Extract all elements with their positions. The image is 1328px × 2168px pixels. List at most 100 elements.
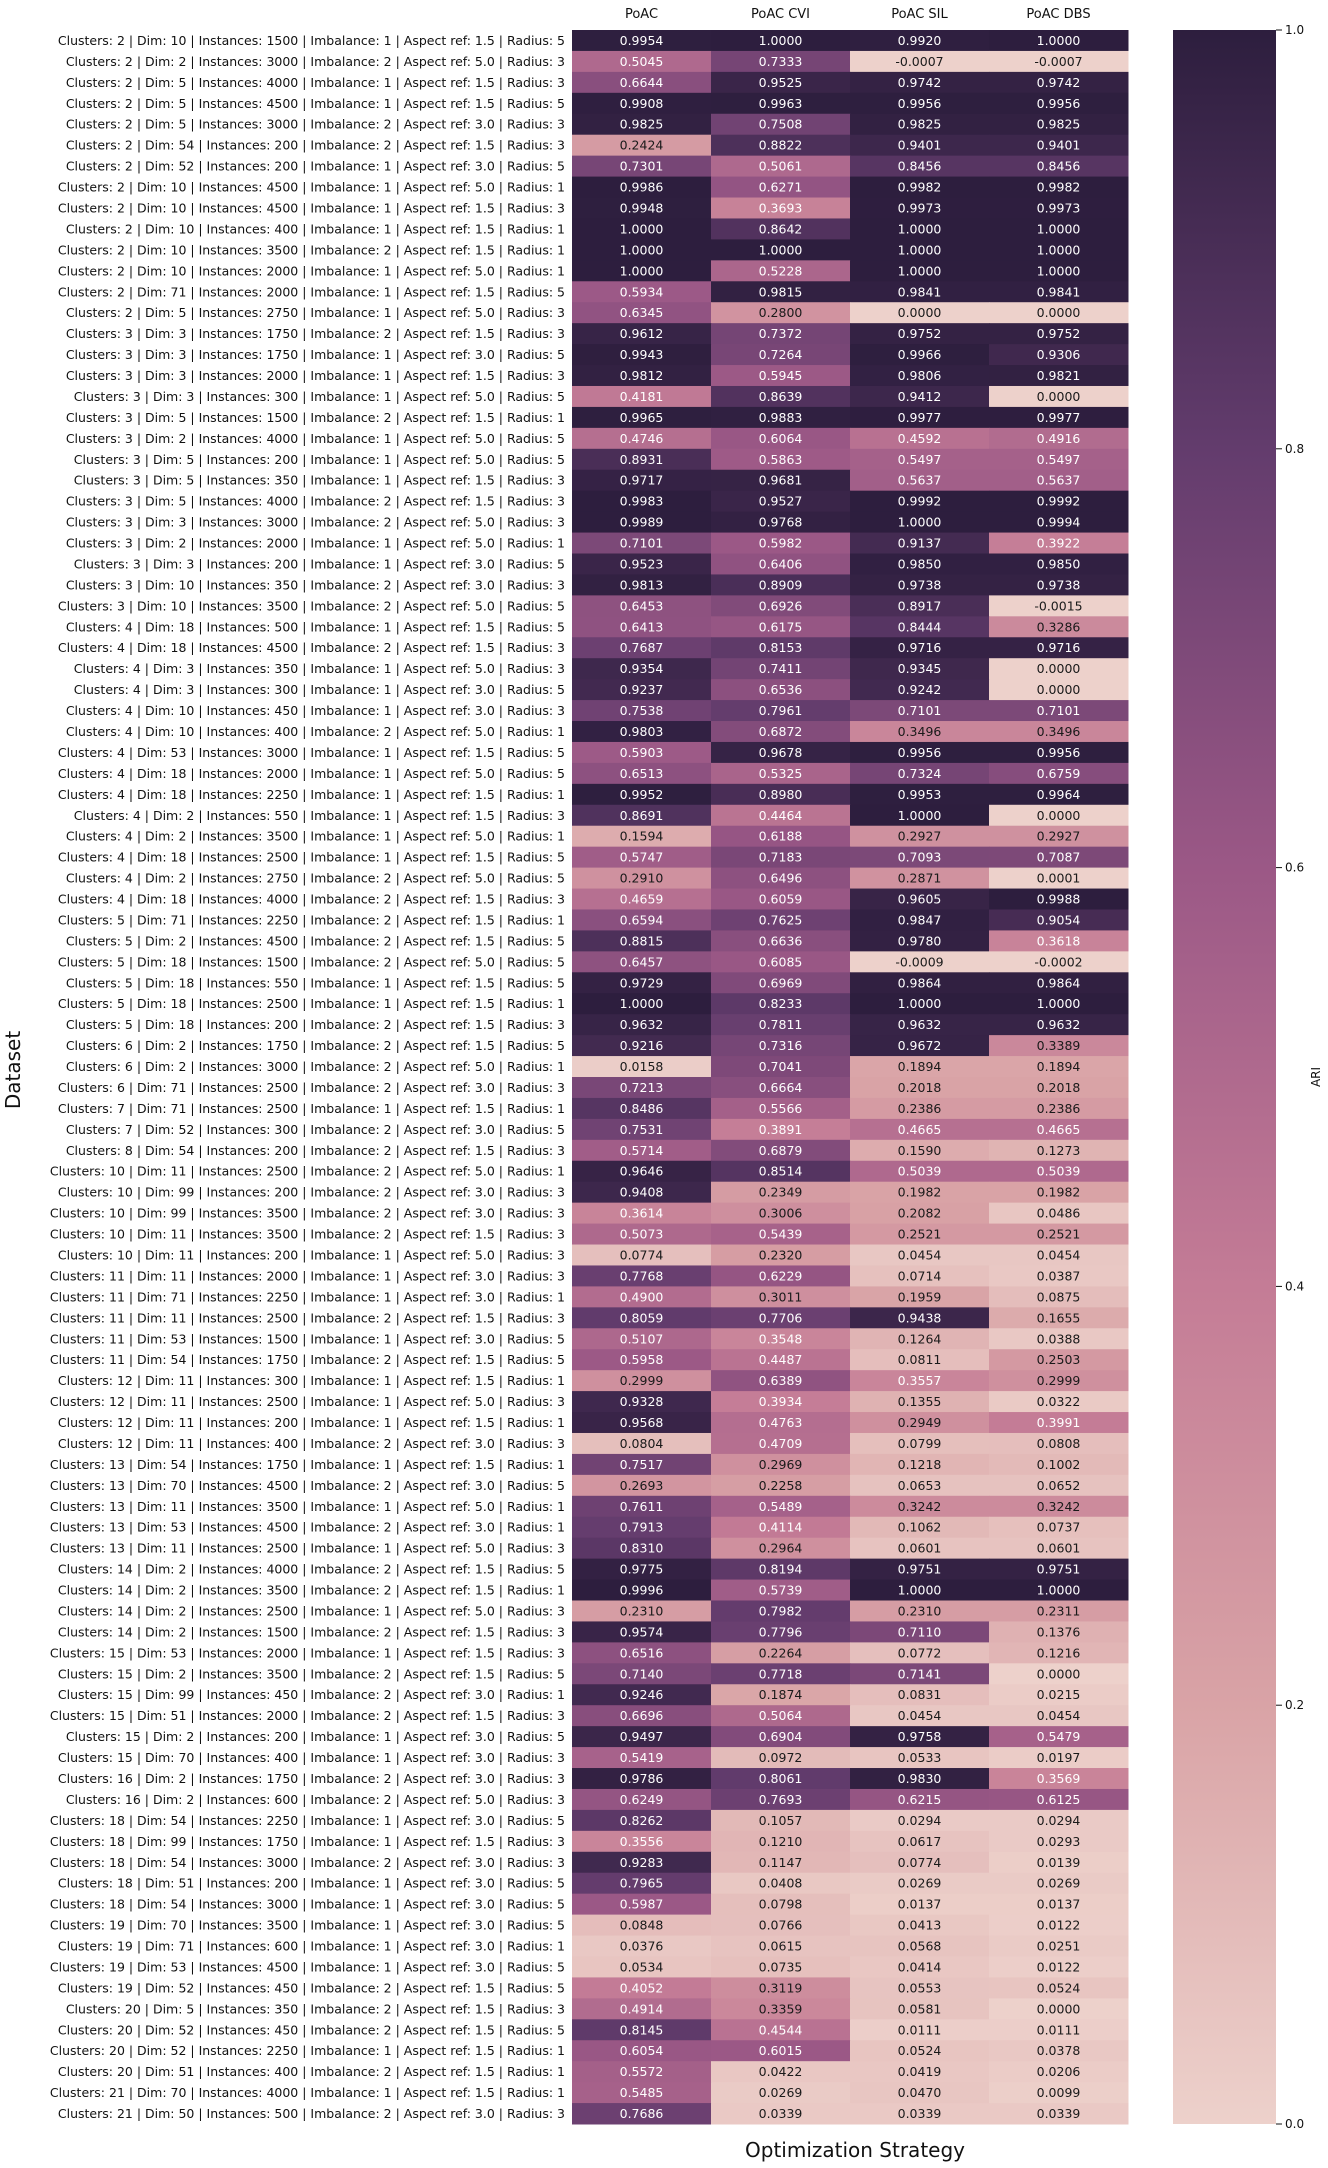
heatmap-cell	[572, 1998, 712, 2020]
cell-value-label: 0.8456	[1037, 159, 1081, 174]
heatmap-cell	[711, 1600, 851, 1622]
heatmap-cell	[711, 679, 851, 701]
row-label: Clusters: 3 | Dim: 2 | Instances: 4000 |…	[66, 431, 565, 446]
heatmap-cell	[572, 532, 712, 554]
heatmap-cell	[572, 867, 712, 890]
cell-value-label: 0.7101	[1037, 703, 1081, 718]
cell-value-label: 0.4114	[759, 1520, 803, 1535]
cell-value-label: 0.6759	[1037, 766, 1081, 781]
cell-value-label: 0.2386	[898, 1101, 942, 1116]
cell-value-label: 0.1002	[1037, 1457, 1081, 1472]
heatmap-cell	[850, 281, 990, 303]
heatmap-cell	[850, 427, 990, 450]
heatmap-cell	[850, 218, 990, 240]
cell-value-label: 0.2018	[898, 1080, 942, 1095]
cell-value-label: 0.9948	[620, 200, 664, 215]
heatmap-cell	[572, 281, 712, 303]
heatmap-cell	[572, 1705, 712, 1727]
heatmap-cell	[989, 1202, 1129, 1225]
heatmap-cell	[711, 469, 851, 492]
heatmap-cell	[989, 909, 1129, 931]
cell-value-label: 0.9408	[620, 1185, 664, 1200]
heatmap-cell	[989, 1432, 1129, 1455]
heatmap-cell	[850, 239, 990, 261]
cell-value-label: 0.6536	[759, 682, 803, 697]
cell-value-label: 0.9973	[1037, 200, 1081, 215]
heatmap-cell	[850, 1370, 990, 1392]
cell-value-label: 0.6064	[759, 431, 803, 446]
cell-value-label: 0.0735	[759, 1959, 803, 1974]
cell-value-label: 0.0714	[898, 1268, 942, 1283]
cell-value-label: 0.9242	[898, 682, 942, 697]
heatmap-cell	[572, 1516, 712, 1539]
cell-value-label: 0.9632	[898, 1017, 942, 1032]
heatmap-cell	[989, 1349, 1129, 1371]
heatmap-cell	[850, 1223, 990, 1246]
heatmap-cell	[572, 1788, 712, 1811]
cell-value-label: 0.0553	[898, 1980, 942, 1995]
row-label: Clusters: 8 | Dim: 54 | Instances: 200 |…	[66, 1143, 565, 1158]
cell-value-label: 0.0470	[898, 2085, 942, 2100]
heatmap-cell	[989, 1516, 1129, 1539]
heatmap-cell	[572, 385, 712, 408]
heatmap-cell	[850, 323, 990, 345]
heatmap-cell	[711, 2040, 851, 2062]
row-label: Clusters: 4 | Dim: 2 | Instances: 3500 |…	[66, 829, 565, 844]
cell-value-label: 0.4746	[620, 431, 664, 446]
cell-value-label: 0.5489	[759, 1499, 803, 1514]
cell-value-label: 0.8486	[620, 1101, 664, 1116]
row-label: Clusters: 10 | Dim: 11 | Instances: 3500…	[50, 1227, 565, 1242]
heatmap-cell	[850, 134, 990, 157]
heatmap-cell	[711, 2082, 851, 2104]
heatmap-cell	[850, 972, 990, 994]
cell-value-label: 0.3496	[1037, 724, 1081, 739]
cell-value-label: 0.7687	[620, 640, 664, 655]
heatmap-cell	[850, 804, 990, 827]
cell-value-label: 0.4181	[620, 389, 664, 404]
cell-value-label: 0.2310	[898, 1603, 942, 1618]
heatmap-cell	[850, 1181, 990, 1204]
heatmap-cell	[989, 1872, 1129, 1895]
cell-value-label: -0.0015	[1034, 598, 1082, 613]
row-label: Clusters: 16 | Dim: 2 | Instances: 1750 …	[58, 1771, 565, 1786]
heatmap-cell	[711, 2019, 851, 2041]
heatmap-cell	[850, 1998, 990, 2020]
heatmap-cell	[711, 1432, 851, 1455]
heatmap-cell	[850, 700, 990, 722]
heatmap-cell	[850, 448, 990, 471]
cell-value-label: 0.6015	[759, 2043, 803, 2058]
heatmap-cell	[850, 1349, 990, 1371]
heatmap-cell	[572, 1914, 712, 1937]
heatmap-cell	[572, 1118, 712, 1141]
cell-value-label: 0.9751	[1037, 1562, 1081, 1577]
row-label: Clusters: 20 | Dim: 5 | Instances: 350 |…	[66, 2001, 565, 2016]
cell-value-label: 0.0413	[898, 1918, 942, 1933]
heatmap-cell	[989, 721, 1129, 743]
cell-value-label: 0.7611	[620, 1499, 664, 1514]
heatmap-cell	[850, 1097, 990, 1120]
heatmap-cell	[989, 637, 1129, 659]
cell-value-label: 0.9965	[620, 410, 664, 425]
colorbar-label: ARI	[1309, 1067, 1323, 1087]
heatmap-cell	[572, 658, 712, 680]
heatmap-cell	[572, 1097, 712, 1120]
heatmap-cell	[572, 1370, 712, 1392]
cell-value-label: 0.0534	[620, 1959, 664, 1974]
cell-value-label: -0.0002	[1034, 954, 1082, 969]
heatmap-cell	[850, 1914, 990, 1937]
cell-value-label: 0.3286	[1037, 619, 1081, 634]
heatmap-cell	[572, 448, 712, 471]
heatmap-cell	[850, 532, 990, 554]
heatmap-cell	[572, 846, 712, 869]
cell-value-label: 0.0111	[1037, 2022, 1081, 2037]
cell-value-label: 0.4052	[620, 1980, 664, 1995]
cell-value-label: 0.3359	[759, 2001, 803, 2016]
cell-value-label: 0.4592	[898, 431, 942, 446]
heatmap-cell	[572, 762, 712, 785]
cell-value-label: 0.3389	[1037, 1038, 1081, 1053]
row-label: Clusters: 18 | Dim: 51 | Instances: 200 …	[58, 1876, 565, 1891]
heatmap-cell	[711, 741, 851, 764]
colorbar-ticks: 0.0 0.2 0.4 0.6 0.8 1.0	[1276, 23, 1304, 2131]
heatmap-cell	[711, 951, 851, 973]
heatmap-cell	[711, 1014, 851, 1036]
